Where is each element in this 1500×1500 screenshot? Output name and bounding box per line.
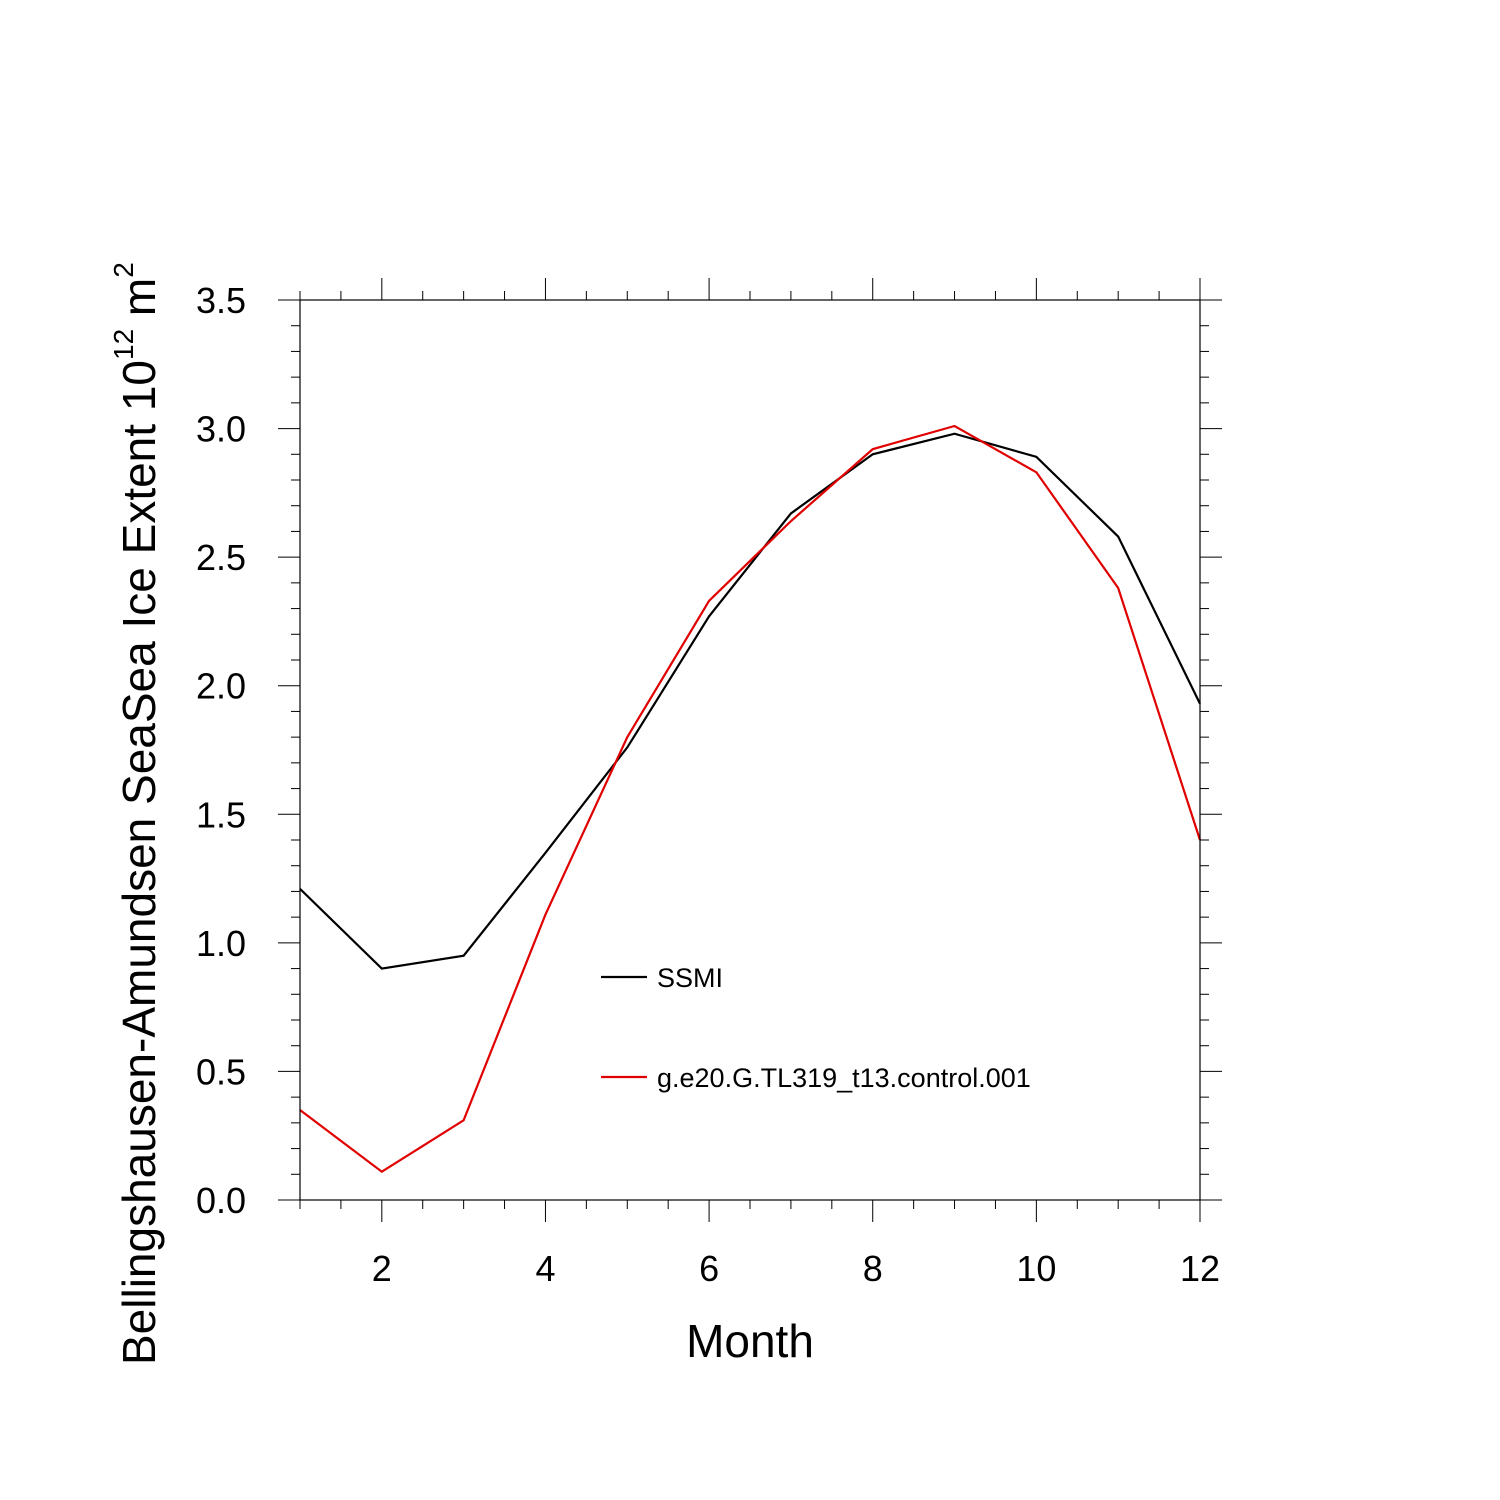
legend-label-ssmi: SSMI: [657, 963, 723, 993]
x-tick-label: 12: [1180, 1248, 1220, 1289]
x-tick-label: 10: [1016, 1248, 1056, 1289]
y-axis-label-unit: m: [113, 278, 165, 329]
series-line-control: [299, 424, 1202, 1174]
legend: SSMI g.e20.G.TL319_t13.control.001: [601, 963, 1031, 1093]
legend-label-control: g.e20.G.TL319_t13.control.001: [657, 1063, 1031, 1093]
x-tick-label: 4: [535, 1248, 555, 1289]
tick-labels-layer: 2 4 6 8 10 12 0.0 0.5 1.0 1.5 2.0 2.5 3.0 3.5: [196, 280, 1220, 1289]
y-tick-label: 1.5: [196, 794, 246, 835]
series-layer: [299, 424, 1202, 1174]
series-line-ssmi: [299, 432, 1201, 970]
x-tick-label: 2: [372, 1248, 392, 1289]
x-tick-label: 8: [863, 1248, 883, 1289]
y-tick-label: 1.0: [196, 923, 246, 964]
y-tick-label: 0.5: [196, 1051, 246, 1092]
y-axis-label-superscript: 12: [108, 329, 139, 360]
y-axis-label: Bellingshausen-Amundsen SeaSea Ice Exten…: [108, 262, 165, 1365]
ticks-layer: [278, 278, 1222, 1222]
plot-frame: [299, 299, 1201, 1201]
x-axis-label: Month: [686, 1315, 814, 1367]
y-axis-label-unit-superscript: 2: [108, 262, 139, 278]
y-axis-label-main: Bellingshausen-Amundsen SeaSea Ice Exten…: [113, 360, 165, 1365]
y-tick-label: 2.5: [196, 537, 246, 578]
y-tick-label: 2.0: [196, 666, 246, 707]
y-tick-label: 0.0: [196, 1180, 246, 1221]
x-tick-label: 6: [699, 1248, 719, 1289]
y-tick-label: 3.0: [196, 409, 246, 450]
y-tick-label: 3.5: [196, 280, 246, 321]
